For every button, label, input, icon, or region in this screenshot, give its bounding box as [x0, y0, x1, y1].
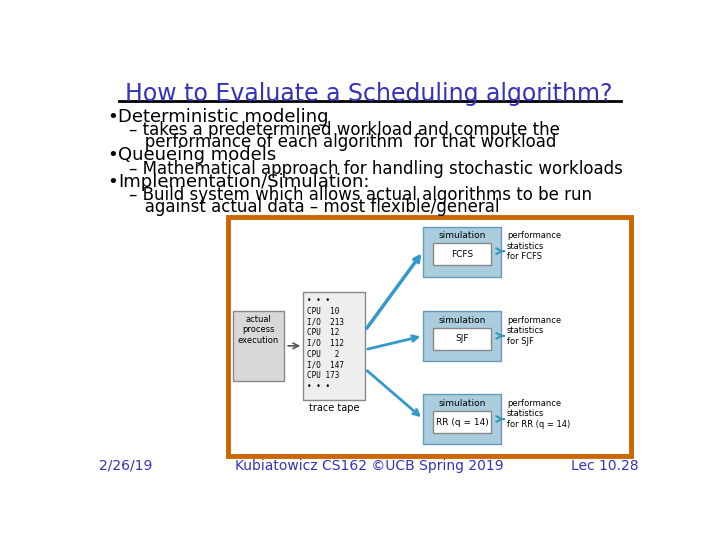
Text: Lec 10.28: Lec 10.28 [571, 459, 639, 473]
Text: •: • [107, 146, 118, 164]
Text: simulation: simulation [438, 231, 486, 240]
Text: simulation: simulation [438, 399, 486, 408]
Text: I/O  112: I/O 112 [307, 339, 344, 348]
Text: I/O  147: I/O 147 [307, 361, 344, 369]
Text: Implementation/Simulation:: Implementation/Simulation: [118, 173, 369, 191]
Text: trace tape: trace tape [309, 403, 359, 413]
Bar [423, 394, 500, 444]
Text: CPU  10: CPU 10 [307, 307, 339, 315]
Text: • • •: • • • [307, 296, 330, 305]
Text: actual
process
execution: actual process execution [238, 315, 279, 345]
Text: Kubiatowicz CS162 ©UCB Spring 2019: Kubiatowicz CS162 ©UCB Spring 2019 [235, 459, 503, 473]
Text: Deterministic modeling: Deterministic modeling [118, 108, 328, 126]
Text: •: • [107, 173, 118, 191]
Bar [233, 311, 284, 381]
Text: CPU   2: CPU 2 [307, 350, 339, 359]
Bar [433, 328, 492, 350]
Text: performance
statistics
for FCFS: performance statistics for FCFS [507, 231, 561, 261]
Bar [433, 244, 492, 265]
Bar [433, 411, 492, 433]
Text: • • •: • • • [307, 382, 330, 391]
Bar [423, 226, 500, 276]
Text: – takes a predetermined workload and compute the: – takes a predetermined workload and com… [129, 121, 559, 139]
Bar [228, 217, 631, 456]
Text: performance of each algorithm  for that workload: performance of each algorithm for that w… [129, 132, 556, 151]
Bar [303, 292, 365, 400]
Text: performance
statistics
for RR (q = 14): performance statistics for RR (q = 14) [507, 399, 570, 429]
Text: CPU 173: CPU 173 [307, 372, 339, 380]
Bar [423, 311, 500, 361]
Text: Queueing models: Queueing models [118, 146, 276, 164]
Text: I/O  213: I/O 213 [307, 318, 344, 326]
Text: simulation: simulation [438, 316, 486, 325]
Text: RR (q = 14): RR (q = 14) [436, 417, 488, 427]
Text: SJF: SJF [455, 334, 469, 343]
Text: FCFS: FCFS [451, 249, 473, 259]
Text: How to Evaluate a Scheduling algorithm?: How to Evaluate a Scheduling algorithm? [125, 82, 613, 106]
Text: – Build system which allows actual algorithms to be run: – Build system which allows actual algor… [129, 186, 592, 205]
Text: •: • [107, 108, 118, 126]
Text: performance
statistics
for SJF: performance statistics for SJF [507, 316, 561, 346]
Text: against actual data – most flexible/general: against actual data – most flexible/gene… [129, 198, 499, 216]
Text: CPU  12: CPU 12 [307, 328, 339, 337]
Text: 2/26/19: 2/26/19 [99, 459, 153, 473]
Text: – Mathematical approach for handling stochastic workloads: – Mathematical approach for handling sto… [129, 159, 623, 178]
